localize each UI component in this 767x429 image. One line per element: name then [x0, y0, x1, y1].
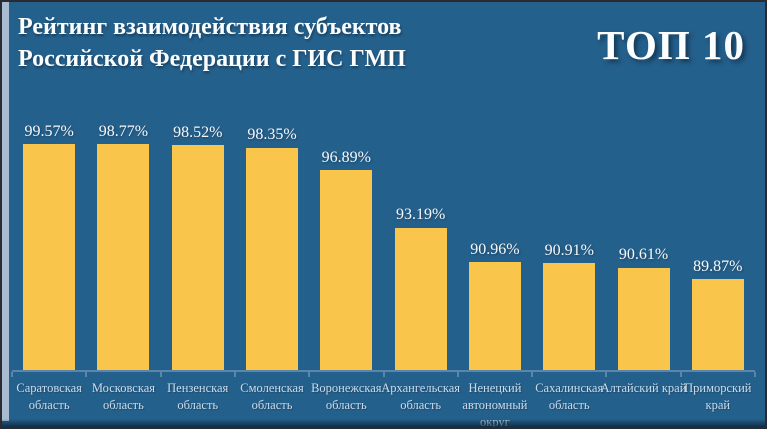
- category-label: Пензенская область: [161, 380, 235, 427]
- axis-tick: [85, 372, 88, 377]
- bar: [171, 144, 224, 370]
- bar-value-label: 93.19%: [395, 206, 446, 224]
- axis-tick: [382, 372, 385, 377]
- page-title-line-1: Рейтинг взаимодействия субъектов: [18, 14, 402, 40]
- category-label: Московская область: [86, 380, 160, 427]
- bar-slot: 93.19%: [383, 122, 457, 370]
- category-label-text: Сахалинская область: [535, 381, 604, 412]
- category-label: Алтайский край: [601, 380, 687, 427]
- bar-value-label: 96.89%: [321, 149, 371, 167]
- page-title-line-2: Российской Федерации с ГИС ГМП: [18, 46, 406, 73]
- left-border-strip: [2, 2, 9, 421]
- category-label: Сахалинская область: [532, 380, 606, 427]
- bar: [23, 144, 76, 370]
- top10-badge: ТОП 10: [597, 22, 745, 68]
- bar-value-label: 90.61%: [618, 246, 669, 264]
- bar-slot: 90.91%: [532, 122, 606, 370]
- category-label-text: Пензенская область: [167, 381, 229, 412]
- bar: [691, 279, 744, 370]
- bar-value-label: 98.35%: [247, 126, 297, 144]
- category-label: Ненецкий автономный округ: [458, 380, 532, 427]
- category-label-text: Саратовская область: [16, 381, 82, 412]
- axis-tick: [11, 372, 13, 377]
- category-label-text: Приморский край: [684, 381, 752, 412]
- axis-tick: [605, 372, 608, 377]
- category-label: Смоленская область: [235, 380, 309, 427]
- category-label-text: Московская область: [91, 381, 156, 412]
- category-label: Приморский край: [681, 380, 755, 427]
- axis-tick: [233, 372, 236, 377]
- bar: [617, 267, 670, 370]
- bar-value-label: 98.52%: [173, 123, 223, 141]
- axis-tick: [754, 372, 756, 377]
- bar: [468, 262, 521, 370]
- axis-tick: [308, 372, 311, 377]
- bar-value-label: 90.96%: [470, 240, 520, 258]
- axis-tick: [679, 372, 682, 377]
- bar-slot: 90.96%: [458, 122, 532, 370]
- page-title: Рейтинг взаимодействия субъектов Российс…: [18, 11, 406, 76]
- bar-value-label: 90.91%: [544, 241, 594, 259]
- bar-slot: 90.61%: [606, 122, 680, 370]
- bar-slot: 98.52%: [161, 122, 235, 370]
- bar: [543, 262, 596, 370]
- bar-slot: 96.89%: [309, 122, 383, 370]
- bar-slot: 98.35%: [235, 122, 309, 370]
- bar-slot: 89.87%: [681, 122, 755, 370]
- bar-value-label: 99.57%: [24, 123, 74, 140]
- axis-tick: [159, 372, 162, 377]
- category-label-text: Алтайский край: [600, 381, 687, 395]
- category-label-text: Смоленская область: [240, 381, 304, 412]
- category-label-text: Архангельская область: [381, 381, 461, 412]
- axis-tick: [456, 372, 459, 377]
- bar-value-label: 98.77%: [98, 123, 149, 140]
- bar-slot: 99.57%: [12, 122, 86, 370]
- bar-value-label: 89.87%: [693, 257, 743, 275]
- bar-slot: 98.77%: [86, 122, 160, 370]
- category-label: Архангельская область: [381, 380, 460, 427]
- bar: [320, 170, 373, 370]
- x-axis-line: [11, 370, 756, 377]
- bar: [394, 227, 447, 370]
- bar: [97, 144, 150, 370]
- bar: [246, 147, 299, 370]
- category-label: Воронежская область: [309, 380, 383, 427]
- plot-area: 99.57% 98.77% 98.52% 98.35% 96.89% 93.19% 90.9…: [12, 122, 755, 370]
- category-labels: Саратовская область Московская область Пен…: [12, 380, 755, 427]
- category-label-text: Воронежская область: [311, 381, 382, 412]
- axis-tick: [531, 372, 534, 377]
- category-label: Саратовская область: [12, 380, 86, 427]
- header: Рейтинг взаимодействия субъектов Российс…: [18, 11, 753, 76]
